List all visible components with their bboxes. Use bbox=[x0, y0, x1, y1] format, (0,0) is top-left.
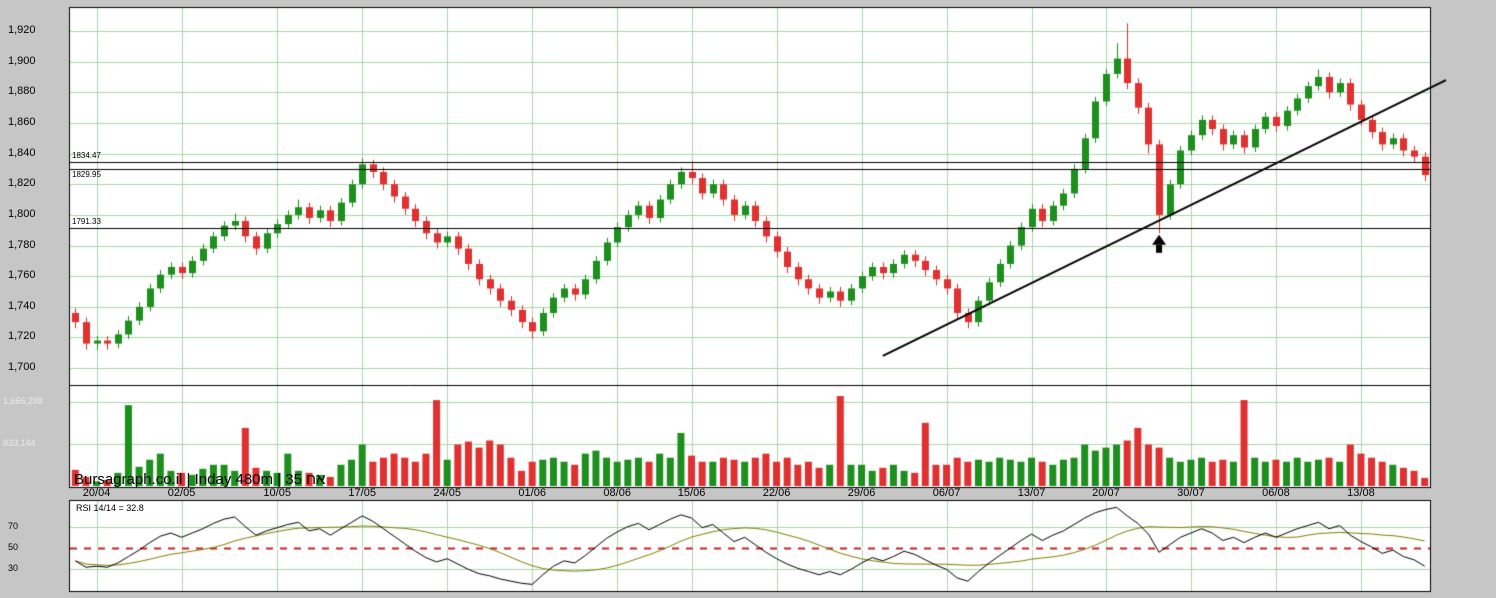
chart-title: Bursagraph.co.il | Inday 480m | 35 אח bbox=[74, 471, 326, 488]
rsi-indicator-label: RSI 14/14 = 32.8 bbox=[76, 503, 144, 513]
